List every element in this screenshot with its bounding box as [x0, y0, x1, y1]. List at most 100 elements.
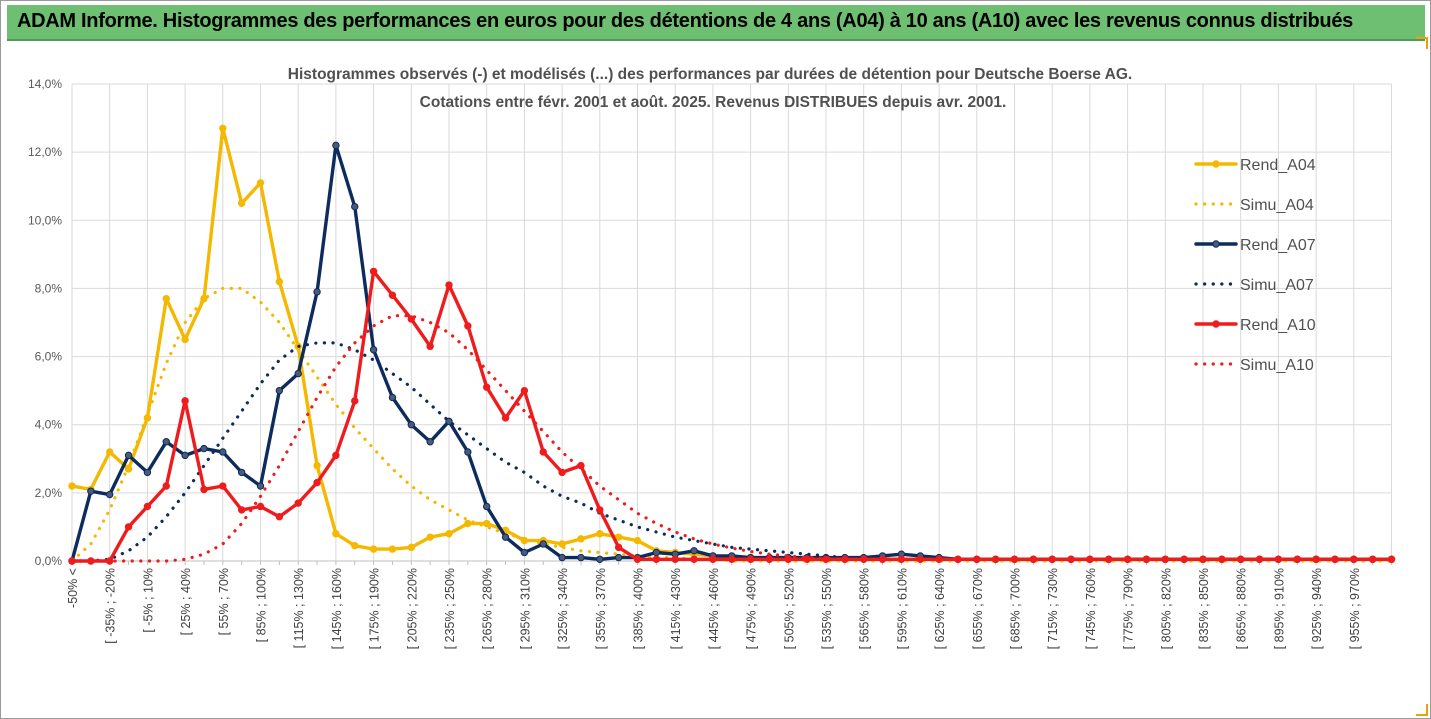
y-tick-label: 0,0% — [35, 554, 63, 568]
data-point — [237, 468, 246, 477]
data-point — [614, 533, 623, 541]
y-axis-labels: 0,0% 2,0% 4,0% 6,0% 8,0% 10,0% 12,0% 14,0% — [28, 77, 62, 568]
data-point — [558, 540, 566, 548]
data-point — [596, 555, 604, 563]
data-point — [351, 202, 359, 211]
data-point — [690, 555, 698, 563]
legend-label: Rend_A07 — [1240, 237, 1316, 254]
data-point — [181, 451, 189, 460]
corner-handle-bottom-right[interactable] — [1416, 704, 1428, 716]
data-point — [124, 451, 133, 460]
x-tick-label: [ 955% ; 970% — [1348, 568, 1362, 649]
data-point — [256, 482, 265, 490]
data-point — [162, 294, 170, 303]
series-line-rend-a04 — [70, 126, 1394, 561]
data-point — [388, 393, 397, 402]
x-tick-label: [ 505% ; 520% — [782, 568, 796, 649]
data-point — [369, 545, 378, 553]
x-tick-label: [ 745% ; 760% — [1084, 568, 1098, 649]
data-point — [464, 322, 472, 330]
data-point — [407, 421, 415, 429]
x-tick-label: [ 145% ; 160% — [330, 568, 344, 649]
data-point — [1199, 555, 1207, 563]
legend-marker — [1212, 240, 1220, 248]
data-point — [464, 519, 472, 528]
x-tick-label: [ 295% ; 310% — [518, 568, 532, 649]
data-point — [369, 267, 378, 276]
data-point — [690, 547, 698, 555]
report-title: ADAM Informe. Histogrammes des performan… — [17, 10, 1353, 32]
data-point — [200, 485, 208, 494]
x-tick-label: [ 355% ; 370% — [594, 568, 608, 649]
x-tick-label: [ 205% ; 220% — [405, 568, 419, 649]
x-axis-labels: -50% < [ -35% ; -20% [ -5% ; 10% [ 25% ; 40… — [66, 568, 1362, 649]
data-point — [728, 555, 736, 563]
data-point — [106, 490, 114, 499]
data-point — [445, 530, 453, 538]
series-line-rend-a07 — [70, 143, 1394, 563]
data-point — [614, 543, 623, 552]
data-point — [407, 543, 415, 552]
legend-label: Simu_A07 — [1240, 277, 1314, 294]
data-point — [520, 548, 529, 557]
series-line-rend-a10 — [70, 269, 1394, 563]
y-tick-label: 14,0% — [28, 77, 62, 91]
data-point — [784, 555, 792, 563]
series-line-simu-a07 — [70, 341, 1394, 563]
x-tick-label: [ 25% ; 40% — [179, 568, 193, 635]
data-point — [369, 346, 378, 354]
x-tick-label: [ 925% ; 940% — [1310, 568, 1324, 649]
legend-label: Rend_A10 — [1240, 317, 1316, 334]
data-point — [143, 468, 152, 477]
x-tick-label: [ 805% ; 820% — [1159, 568, 1173, 649]
x-tick-label: [ 85% ; 100% — [255, 568, 269, 642]
y-tick-label: 4,0% — [35, 418, 63, 432]
x-tick-label: [ 325% ; 340% — [556, 568, 570, 649]
data-point — [577, 535, 585, 543]
data-point — [256, 179, 265, 187]
report-banner: ADAM Informe. Histogrammes des performan… — [7, 5, 1425, 41]
data-point — [388, 291, 397, 299]
x-tick-label: [ 775% ; 790% — [1122, 568, 1136, 649]
data-point — [633, 536, 642, 545]
x-tick-label: [ 175% ; 190% — [368, 568, 382, 649]
data-point — [219, 448, 227, 456]
legend-label: Simu_A04 — [1240, 197, 1314, 214]
data-point — [539, 540, 547, 548]
data-point — [275, 277, 284, 286]
data-point — [539, 448, 547, 456]
data-point — [746, 555, 755, 563]
data-point — [106, 448, 114, 456]
series-line-simu-a10 — [70, 314, 1394, 563]
x-tick-label: -50% < — [66, 568, 80, 608]
data-point — [237, 199, 246, 207]
legend-marker — [1212, 320, 1220, 328]
data-point — [577, 553, 585, 562]
chart-title-line2: Cotations entre févr. 2001 et août. 2025… — [420, 94, 1007, 111]
data-point — [68, 482, 76, 490]
data-point — [501, 414, 510, 422]
y-tick-label: 2,0% — [35, 486, 63, 500]
data-point — [483, 519, 491, 528]
x-tick-label: [ 535% ; 550% — [820, 568, 834, 649]
data-point — [445, 417, 453, 426]
data-point — [313, 288, 321, 296]
data-point — [426, 438, 434, 446]
x-tick-label: [ 445% ; 460% — [707, 568, 721, 649]
y-tick-label: 12,0% — [28, 145, 62, 159]
x-tick-label: [ -5% ; 10% — [141, 568, 155, 633]
x-tick-label: [ 565% ; 580% — [858, 568, 872, 649]
data-point — [671, 555, 679, 563]
x-tick-label: [ 895% ; 910% — [1272, 568, 1286, 649]
x-tick-label: [ 415% ; 430% — [669, 568, 683, 649]
data-point — [162, 482, 170, 490]
x-tick-label: [ 625% ; 640% — [933, 568, 947, 649]
x-tick-label: [ 235% ; 250% — [443, 568, 457, 649]
plot-grid — [71, 83, 1392, 562]
data-point — [162, 438, 170, 446]
corner-handle-top-right[interactable] — [1416, 37, 1428, 49]
x-tick-label: [ 595% ; 610% — [895, 568, 909, 649]
data-point — [200, 294, 208, 303]
